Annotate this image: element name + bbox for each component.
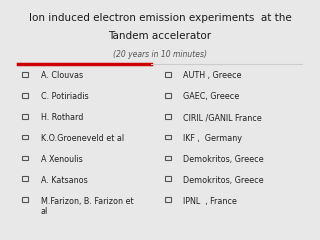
Text: A Xenoulis: A Xenoulis xyxy=(41,155,82,164)
Bar xyxy=(164,72,171,77)
Bar xyxy=(22,93,28,98)
Bar xyxy=(22,176,28,181)
Bar xyxy=(164,176,171,181)
Text: CIRIL /GANIL France: CIRIL /GANIL France xyxy=(183,113,261,122)
Text: Ion induced electron emission experiments  at the: Ion induced electron emission experiment… xyxy=(28,13,292,23)
Bar xyxy=(22,72,28,77)
Text: AUTH , Greece: AUTH , Greece xyxy=(183,71,241,80)
Text: A. Clouvas: A. Clouvas xyxy=(41,71,83,80)
Text: Demokritos, Greece: Demokritos, Greece xyxy=(183,176,263,185)
Bar xyxy=(22,197,28,202)
Text: Tandem accelerator: Tandem accelerator xyxy=(108,31,212,41)
Text: (20 years in 10 minutes): (20 years in 10 minutes) xyxy=(113,50,207,59)
Bar xyxy=(22,114,28,119)
Bar xyxy=(22,156,28,160)
Bar xyxy=(22,135,28,139)
Text: C. Potiriadis: C. Potiriadis xyxy=(41,92,88,101)
Text: A. Katsanos: A. Katsanos xyxy=(41,176,87,185)
Bar xyxy=(164,156,171,160)
Text: GAEC, Greece: GAEC, Greece xyxy=(183,92,239,101)
Text: IKF ,  Germany: IKF , Germany xyxy=(183,134,242,143)
Text: Demokritos, Greece: Demokritos, Greece xyxy=(183,155,263,164)
Bar xyxy=(164,197,171,202)
Bar xyxy=(164,114,171,119)
Bar xyxy=(164,93,171,98)
Bar xyxy=(164,135,171,139)
Text: M.Farizon, B. Farizon et
al: M.Farizon, B. Farizon et al xyxy=(41,197,133,216)
Text: H. Rothard: H. Rothard xyxy=(41,113,83,122)
Text: K.O.Groeneveld et al: K.O.Groeneveld et al xyxy=(41,134,124,143)
Text: IPNL  , France: IPNL , France xyxy=(183,197,236,206)
